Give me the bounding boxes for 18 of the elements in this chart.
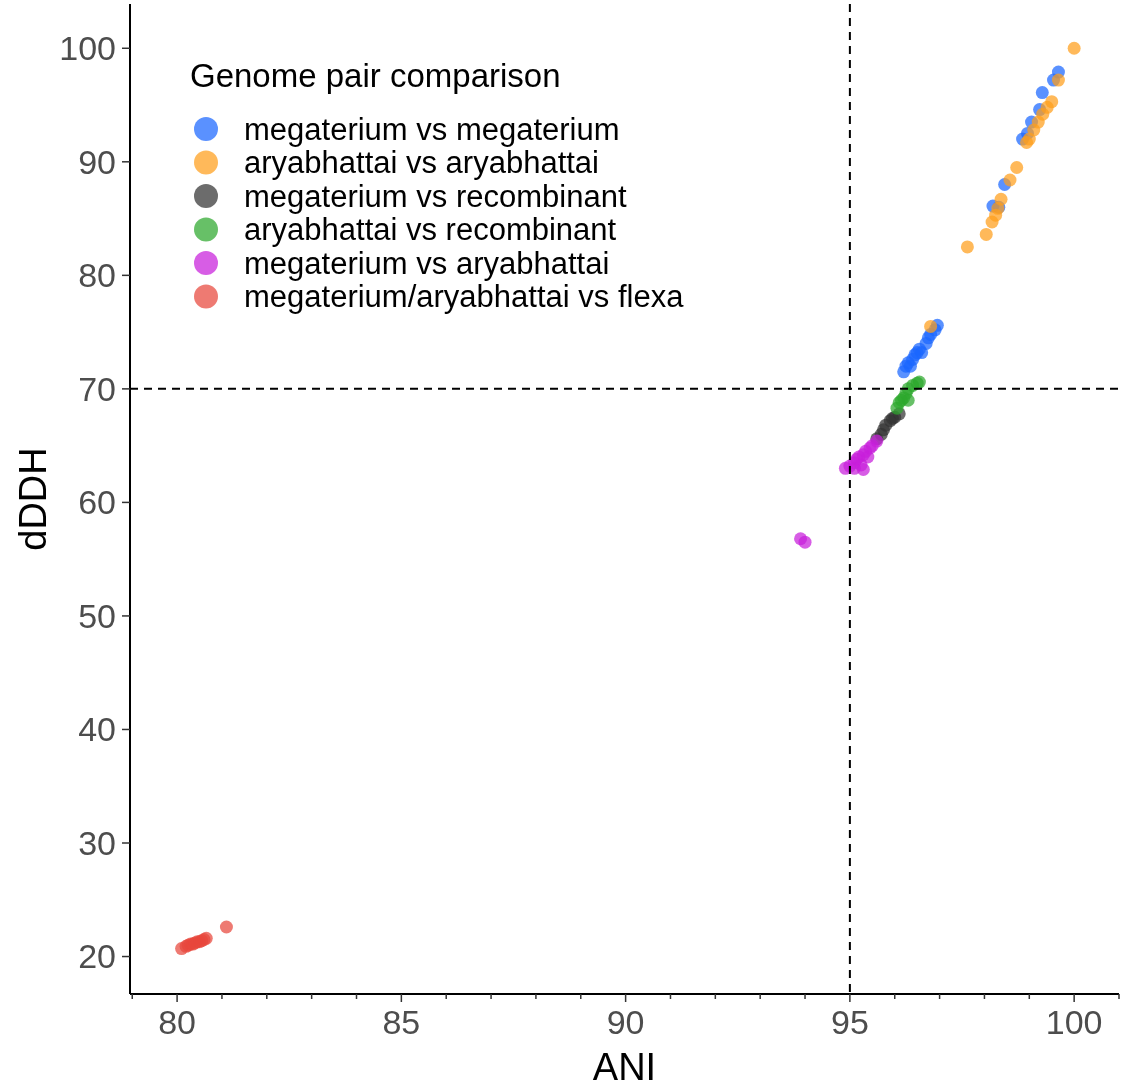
x-tick-label: 95 — [830, 1003, 869, 1041]
y-tick-label: 20 — [78, 937, 116, 976]
x-axis-title: ANI — [592, 1046, 657, 1088]
y-axis-title: dDDH — [12, 447, 54, 551]
y-tick-label: 100 — [59, 29, 116, 68]
x-tick-label: 85 — [382, 1003, 421, 1041]
x-tick-label: 90 — [606, 1003, 645, 1041]
y-tick-label: 90 — [78, 142, 116, 181]
x-tick-label: 100 — [1045, 1003, 1103, 1041]
y-tick-label: 80 — [78, 256, 116, 295]
legend-title: Genome pair comparison — [190, 56, 561, 94]
y-tick-label: 60 — [78, 483, 116, 522]
y-tick-label: 50 — [78, 596, 116, 635]
x-tick-label: 80 — [158, 1003, 197, 1041]
legend-label: megaterium vs megaterium — [244, 111, 620, 147]
y-tick-label: 70 — [78, 369, 116, 408]
y-tick-label: 40 — [78, 710, 116, 749]
y-tick-label: 30 — [78, 823, 116, 862]
